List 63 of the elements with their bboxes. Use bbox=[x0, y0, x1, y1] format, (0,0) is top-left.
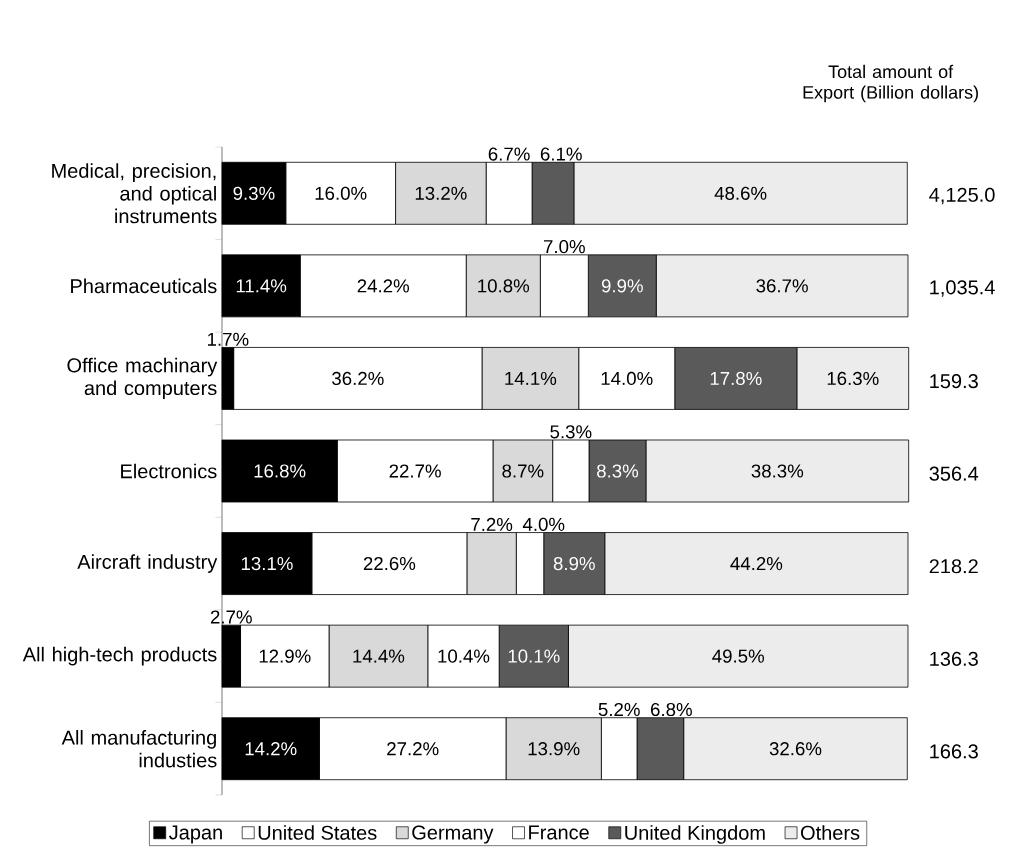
text: 218.2 bbox=[929, 559, 978, 574]
data-label: 44.2% bbox=[730, 556, 783, 571]
data-label: 12.9% bbox=[259, 649, 311, 663]
data-label: 13.1% bbox=[241, 556, 293, 571]
data-label: 4.0% bbox=[522, 517, 565, 531]
data-label: 36.7% bbox=[756, 279, 808, 293]
data-label: 36.2% bbox=[332, 371, 384, 386]
data-label: 8.9% bbox=[553, 556, 595, 571]
data-label: 49.5% bbox=[712, 649, 765, 663]
text: 136.3 bbox=[930, 651, 978, 666]
data-label: 8.3% bbox=[597, 464, 639, 478]
legend-label: United States bbox=[258, 825, 377, 840]
text: 4,125.0 bbox=[929, 187, 995, 205]
legend-label: Japan bbox=[169, 825, 222, 844]
y-tick-label: Office machinary and computers bbox=[67, 357, 218, 400]
data-label: 5.2% bbox=[598, 702, 640, 717]
data-label: 8.7% bbox=[502, 464, 544, 478]
data-label: 17.8% bbox=[710, 371, 762, 386]
y-tick-label: All high-tech products bbox=[22, 646, 217, 666]
y-tick-label: Aircraft industry bbox=[77, 554, 218, 573]
data-label: 14.2% bbox=[245, 742, 297, 756]
y-tick-label: Medical, precision, and optical instruments bbox=[52, 163, 217, 224]
data-label: 14.0% bbox=[601, 371, 653, 386]
data-label: 11.4% bbox=[236, 279, 287, 293]
data-label: 9.3% bbox=[233, 186, 275, 200]
data-label: 38.3% bbox=[751, 464, 804, 478]
text: 166.3 bbox=[930, 744, 978, 759]
data-label: 9.9% bbox=[601, 279, 643, 293]
data-label: 16.0% bbox=[315, 186, 367, 200]
data-label: 10.4% bbox=[438, 649, 490, 663]
data-label: 6.1% bbox=[540, 147, 582, 161]
data-label: 48.6% bbox=[714, 186, 767, 200]
data-label: 6.7% bbox=[488, 147, 530, 161]
data-label: 27.2% bbox=[387, 742, 439, 756]
data-label: 16.8% bbox=[254, 464, 306, 478]
data-label: 22.6% bbox=[363, 556, 416, 571]
y-tick-label: Electronics bbox=[121, 463, 217, 479]
legend-label: Germany bbox=[412, 825, 494, 844]
text: 159.3 bbox=[930, 374, 978, 389]
data-label: 14.1% bbox=[505, 371, 557, 385]
legend-label: United Kingdom bbox=[625, 825, 765, 844]
data-label: 7.2% bbox=[471, 517, 513, 531]
data-label: 14.4% bbox=[353, 649, 405, 663]
text: Total amount of Export (Billion dollars) bbox=[803, 64, 978, 103]
data-label: 2.7% bbox=[210, 610, 252, 624]
data-label: 13.2% bbox=[415, 186, 467, 200]
data-label: 6.8% bbox=[651, 702, 692, 717]
legend-label: France bbox=[529, 825, 589, 840]
legend-label: Others bbox=[801, 825, 860, 840]
data-label: 24.2% bbox=[357, 279, 410, 293]
data-label: 32.6% bbox=[769, 742, 822, 756]
data-label: 13.9% bbox=[528, 742, 580, 756]
data-label: 7.0% bbox=[544, 240, 585, 254]
data-label: 5.3% bbox=[550, 425, 592, 439]
text: 356.4 bbox=[929, 466, 979, 481]
text: 1,035.4 bbox=[930, 280, 995, 297]
y-tick-label: Pharmaceuticals bbox=[71, 278, 217, 294]
y-tick-label: All manufacturing industies bbox=[61, 730, 217, 768]
data-label: 16.3% bbox=[827, 371, 879, 386]
data-label: 1.7% bbox=[207, 332, 249, 346]
data-label: 10.1% bbox=[508, 649, 560, 663]
data-label: 10.8% bbox=[478, 279, 530, 293]
data-label: 22.7% bbox=[389, 464, 441, 478]
